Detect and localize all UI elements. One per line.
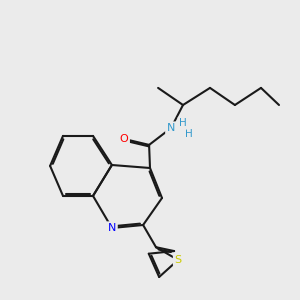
Text: S: S <box>175 255 182 265</box>
Text: O: O <box>119 134 128 144</box>
Text: H: H <box>185 129 193 139</box>
Text: H: H <box>179 118 187 128</box>
Text: N: N <box>108 223 116 233</box>
Text: N: N <box>167 123 175 133</box>
